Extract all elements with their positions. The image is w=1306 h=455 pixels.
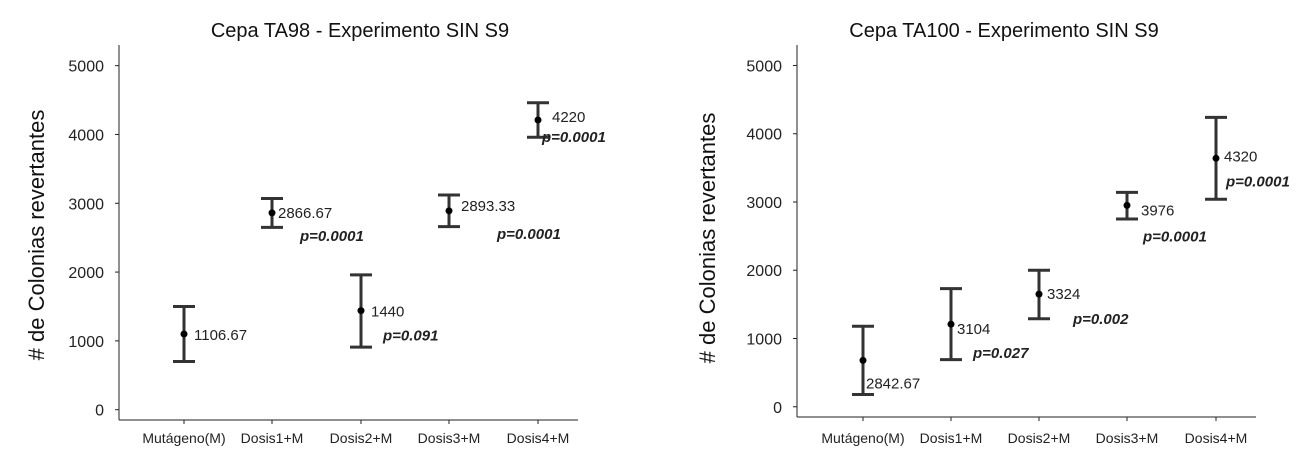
data-point [1212,154,1220,162]
data-point [947,320,955,328]
chart-title-ta98: Cepa TA98 - Experimento SIN S9 [211,20,509,42]
p-value-label: p=0.091 [382,328,438,345]
marks-ta100: 2842.67 3104 p=0.027 3324 p=0.002 3976 p=0.000… [852,115,1290,396]
panel-ta98: Cepa TA98 - Experimento SIN S9 # de Colo… [24,20,606,446]
x-tick-label: Dosis1+M [241,430,304,446]
chart-title-ta100: Cepa TA100 - Experimento SIN S9 [849,20,1158,42]
y-tick-label: 4000 [68,127,104,144]
axes-ta98: 0 1000 2000 3000 4000 5000 Mutágeno(M) Dosis1+M… [68,45,578,446]
data-point [445,207,453,215]
data-label: 3324 [1047,286,1080,303]
y-tick-label: 4000 [746,127,782,144]
y-tick-label: 2000 [68,265,104,282]
data-point [1123,201,1131,209]
marks-ta98: 1106.67 2866.67 p=0.0001 1440 p=0.091 2893.33… [173,101,606,364]
y-tick-label: 5000 [68,59,104,76]
x-tick-label: Mutágeno(M) [142,430,225,446]
x-tick-label: Dosis2+M [1008,430,1071,446]
y-tick-label: 1000 [68,334,104,351]
y-tick-label: 0 [773,400,782,417]
data-point [534,116,542,124]
data-label: 2842.67 [866,375,920,392]
data-point [859,356,867,364]
data-label: 1106.67 [194,327,247,344]
y-tick-label: 1000 [746,332,782,349]
p-value-label: p=0.027 [972,345,1029,362]
x-tick-label: Dosis4+M [507,430,570,446]
x-tick-label: Dosis1+M [920,430,983,446]
data-point [180,330,188,338]
y-axis-label-ta100: # de Colonias revertantes [695,113,720,364]
data-point [1035,290,1043,298]
data-label: 2893.33 [461,198,515,215]
y-tick-label: 5000 [746,58,782,75]
y-axis-label-ta98: # de Colonias revertantes [24,110,49,361]
axes-ta100: 0 1000 2000 3000 4000 5000 Mutágeno(M) Dosis1+M… [746,45,1256,446]
p-value-label: p=0.0001 [1142,228,1207,245]
data-label: 4320 [1224,148,1257,165]
x-tick-label: Dosis3+M [418,430,481,446]
x-tick-label: Mutágeno(M) [821,430,904,446]
data-label: 1440 [371,304,404,321]
p-value-label: p=0.002 [1072,311,1129,328]
y-tick-label: 0 [95,403,104,420]
x-tick-label: Dosis2+M [330,430,393,446]
data-label: 3104 [957,321,990,338]
y-tick-label: 3000 [68,196,104,213]
y-tick-label: 2000 [746,263,782,280]
data-label: 4220 [552,109,585,126]
panel-ta100: Cepa TA100 - Experimento SIN S9 # de Col… [695,20,1290,446]
p-value-label: p=0.0001 [1225,173,1290,190]
data-point [357,307,365,315]
y-tick-label: 3000 [746,195,782,212]
data-label: 3976 [1141,202,1174,219]
data-point [268,209,276,217]
p-value-label: p=0.0001 [299,228,364,245]
data-label: 2866.67 [278,205,332,222]
x-tick-label: Dosis3+M [1096,430,1159,446]
x-tick-label: Dosis4+M [1185,430,1248,446]
p-value-label: p=0.0001 [541,129,606,146]
p-value-label: p=0.0001 [496,226,561,243]
